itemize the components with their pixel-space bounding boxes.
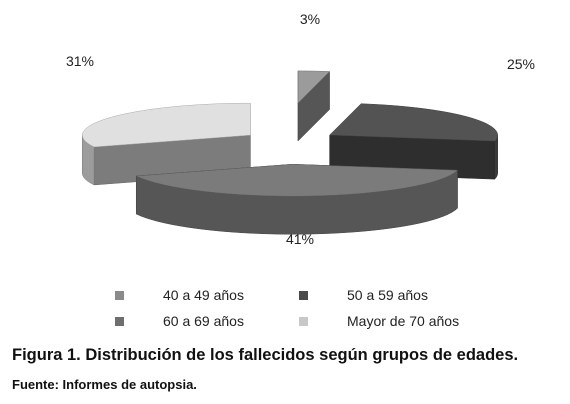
pie-value-label: 3% xyxy=(300,11,320,27)
legend: 40 a 49 años 50 a 59 años 60 a 69 años Mayo… xyxy=(115,287,459,329)
pie-slice xyxy=(135,163,459,235)
figure-source: Fuente: Informes de autopsia. xyxy=(12,377,197,392)
pie-value-label: 25% xyxy=(507,56,535,72)
pie-slices xyxy=(82,70,498,235)
pie-slice-top xyxy=(135,163,459,197)
pie-slice xyxy=(297,70,331,142)
pie-slice-top xyxy=(82,102,251,148)
pie-slice-top xyxy=(297,70,331,104)
figure-caption: Figura 1. Distribución de los fallecidos… xyxy=(12,346,519,364)
pie-slice-top xyxy=(329,103,498,142)
legend-label: 60 a 69 años xyxy=(163,313,244,329)
pie-value-label: 31% xyxy=(66,53,94,69)
legend-label: 40 a 49 años xyxy=(163,287,244,303)
legend-swatch xyxy=(115,317,124,326)
legend-swatch xyxy=(299,291,308,300)
pie-value-labels: 3% 25% 41% 31% xyxy=(66,11,535,247)
pie-slice-rim xyxy=(494,135,498,180)
legend-swatch xyxy=(115,291,124,300)
pie-value-label: 41% xyxy=(286,231,314,247)
legend-swatch xyxy=(299,317,308,326)
legend-label: 50 a 59 años xyxy=(347,287,428,303)
legend-label: Mayor de 70 años xyxy=(347,313,459,329)
pie-chart: 3% 25% 41% 31% 40 a 49 años 50 a 59 años 60 a… xyxy=(66,11,535,329)
